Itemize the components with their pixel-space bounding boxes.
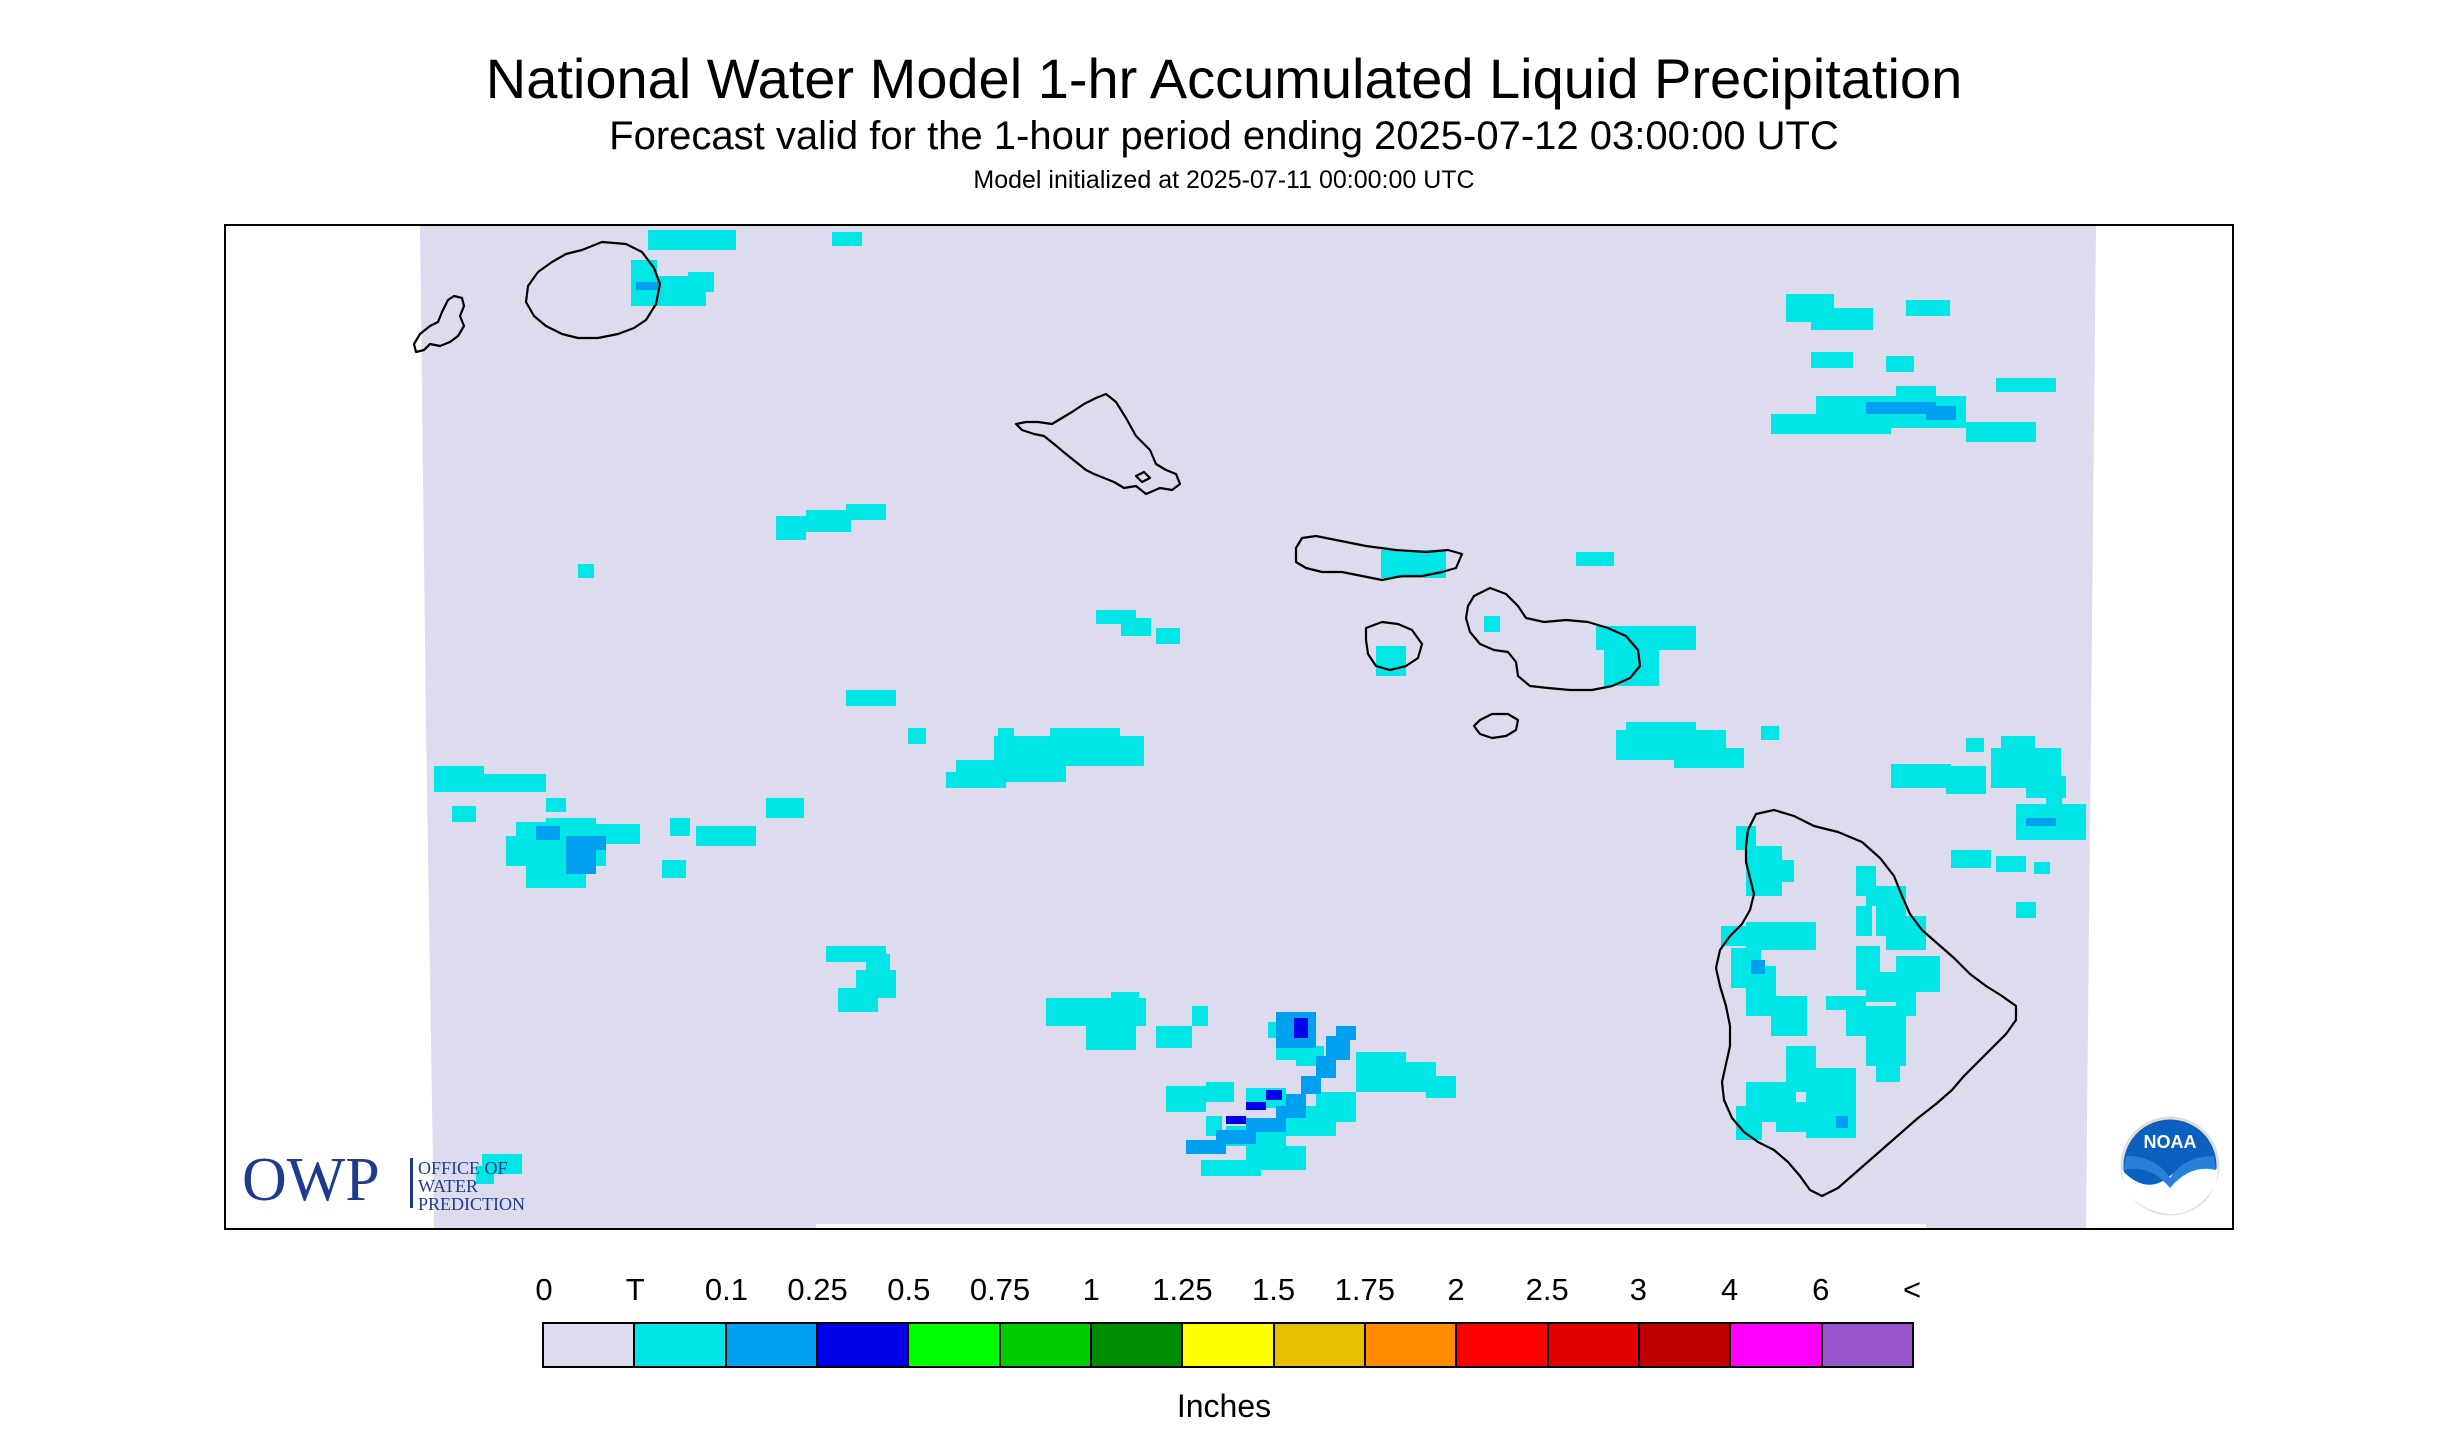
owp-logo-line3: PREDICTION [418,1194,525,1214]
legend-tick-label: 1.75 [1334,1272,1395,1307]
owp-logo-abbr: OWP [242,1146,380,1214]
precipitation-map: OWP OFFICE OF WATER PREDICTION NOAA [224,224,2234,1230]
legend-tick-label: 0.1 [704,1272,748,1307]
niihau-outline [412,294,466,354]
legend-colorbar [542,1322,1914,1368]
legend-tick-label: 0.25 [787,1272,848,1307]
legend-tick-label: T [625,1272,645,1307]
legend-tick-label: 2 [1447,1272,1465,1307]
legend-swatch [1822,1324,1912,1366]
legend-swatch [1274,1324,1366,1366]
maui-outline [1464,586,1642,692]
map-title: National Water Model 1-hr Accumulated Li… [485,47,1963,110]
legend-tick-label: 1.5 [1252,1272,1296,1307]
kauai-outline [524,240,662,340]
legend-labels: 0 T 0.1 0.25 0.5 0.75 1 1.25 1.5 1.75 2 2.5 3 4 6 < [0,1272,2448,1312]
noaa-logo-text: NOAA [2144,1132,2197,1152]
legend-swatch [726,1324,818,1366]
legend-swatch [909,1324,1001,1366]
legend-swatch [1365,1324,1458,1366]
legend-swatch [1548,1324,1640,1366]
legend-swatch [1183,1324,1275,1366]
legend-tick-label: 4 [1720,1272,1739,1307]
legend-tick-label: 0 [535,1272,553,1307]
map-subtitle: Forecast valid for the 1-hour period end… [609,114,1839,158]
map-canvas: OWP OFFICE OF WATER PREDICTION NOAA [242,226,2220,1228]
model-domain [420,226,2096,1228]
model-init-text: Model initialized at 2025-07-11 00:00:00… [973,166,1475,194]
legend-tick-label: 1 [1082,1272,1100,1307]
owp-logo: OWP OFFICE OF WATER PREDICTION [242,1146,525,1214]
owp-logo-line2: WATER [418,1176,478,1196]
owp-logo-line1: OFFICE OF [418,1158,508,1178]
legend-swatch [1000,1324,1092,1366]
legend-tick-label: 1.25 [1152,1272,1213,1307]
legend-swatch [1639,1324,1732,1366]
lanai-outline [1364,620,1424,672]
kahoolawe-outline [1472,712,1520,740]
legend-tick-label: 2.5 [1525,1272,1569,1307]
noaa-logo: NOAA [2120,1116,2220,1216]
oahu-outline [1014,392,1182,496]
legend-swatch [817,1324,910,1366]
precip-trace-areas [434,230,2086,1184]
legend-swatch [1091,1324,1184,1366]
legend-swatch [1731,1324,1823,1366]
legend-swatch [1457,1324,1549,1366]
legend-swatch [544,1324,636,1366]
legend-tick-label: 0.5 [887,1272,931,1307]
legend-tick-label: 0.75 [969,1272,1031,1307]
legend-tick-label: 6 [1812,1272,1830,1307]
legend-tick-label: 3 [1629,1272,1648,1307]
owp-logo-divider [410,1158,413,1208]
legend-tick-label: < [1902,1272,1922,1307]
precip-dark-blue-areas [1226,1018,1308,1124]
island-coastlines [412,240,2018,1198]
molokai-outline [1294,534,1464,582]
hawaii-big-island-outline [1714,808,2018,1198]
legend-units: Inches [1176,1388,1272,1424]
legend-swatch [635,1324,727,1366]
